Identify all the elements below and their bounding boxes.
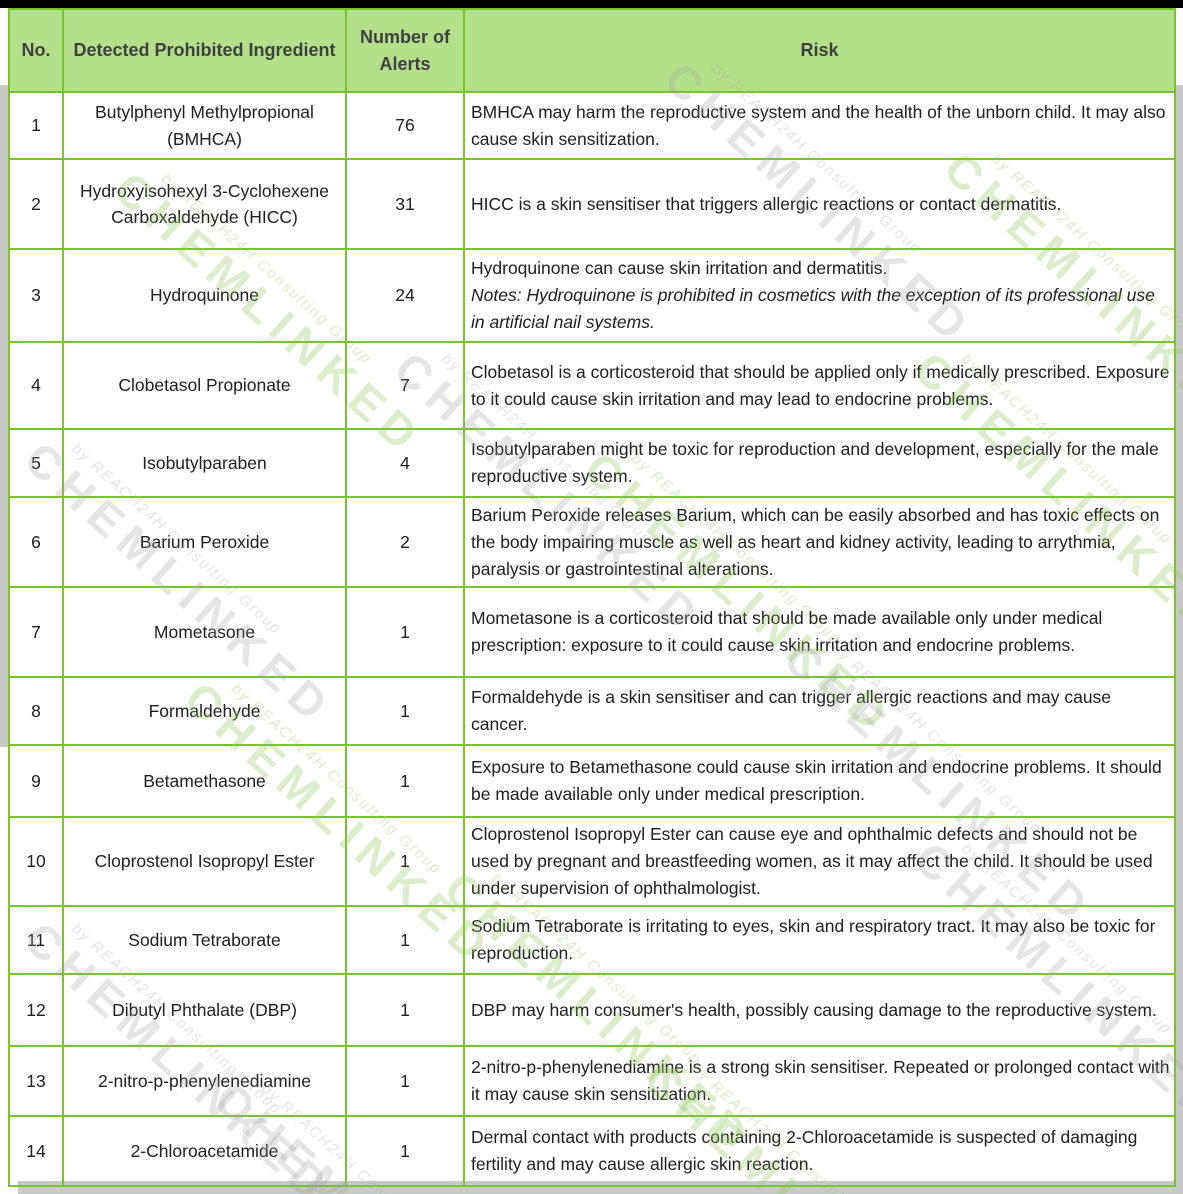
cell-risk: BMHCA may harm the reproductive system a… [463, 91, 1176, 160]
cell-risk: Sodium Tetraborate is irritating to eyes… [463, 905, 1176, 975]
cell-ingredient: Butylphenyl Methylpropional (BMHCA) [62, 91, 347, 160]
cell-no: 2 [8, 158, 64, 250]
risk-text: 2-nitro-p-phenylenediamine is a strong s… [471, 1057, 1170, 1104]
cell-ingredient: Clobetasol Propionate [62, 341, 347, 430]
risk-text: Mometasone is a corticosteroid that shou… [471, 608, 1103, 655]
table-row: 1 Butylphenyl Methylpropional (BMHCA) 76 BM… [8, 91, 1176, 160]
cell-no: 3 [8, 248, 64, 343]
cell-ingredient: Hydroxyisohexyl 3-Cyclohexene Carboxalde… [62, 158, 347, 250]
cell-alerts: 2 [345, 496, 465, 588]
cell-alerts: 76 [345, 91, 465, 160]
column-header-risk: Risk [463, 8, 1176, 93]
table-row: 9 Betamethasone 1 Exposure to Betamethasone… [8, 744, 1176, 818]
table-row: 7 Mometasone 1 Mometasone is a corticostero… [8, 586, 1176, 678]
cell-alerts: 4 [345, 428, 465, 498]
cell-no: 13 [8, 1045, 64, 1117]
cell-ingredient: Mometasone [62, 586, 347, 678]
cell-alerts: 1 [345, 1045, 465, 1117]
cell-no: 11 [8, 905, 64, 975]
right-shadow-strip [1175, 85, 1183, 1194]
table-row: 5 Isobutylparaben 4 Isobutylparaben might b… [8, 428, 1176, 498]
cell-alerts: 1 [345, 676, 465, 746]
cell-risk: 2-nitro-p-phenylenediamine is a strong s… [463, 1045, 1176, 1117]
cell-risk: HICC is a skin sensitiser that triggers … [463, 158, 1176, 250]
cell-alerts: 7 [345, 341, 465, 430]
column-header-no: No. [8, 8, 64, 93]
top-black-bar [0, 0, 1183, 8]
cell-alerts: 1 [345, 744, 465, 818]
risk-text: HICC is a skin sensitiser that triggers … [471, 193, 1062, 214]
cell-ingredient: Isobutylparaben [62, 428, 347, 498]
table-row: 12 Dibutyl Phthalate (DBP) 1 DBP may harm c… [8, 973, 1176, 1047]
cell-risk: Dermal contact with products containing … [463, 1115, 1176, 1187]
cell-risk: Mometasone is a corticosteroid that shou… [463, 586, 1176, 678]
cell-ingredient: Dibutyl Phthalate (DBP) [62, 973, 347, 1047]
risk-text: DBP may harm consumer's health, possibly… [471, 999, 1157, 1020]
cell-no: 12 [8, 973, 64, 1047]
table-row: 11 Sodium Tetraborate 1 Sodium Tetraborate … [8, 905, 1176, 975]
risk-text: Exposure to Betamethasone could cause sk… [471, 757, 1162, 804]
risk-text: Dermal contact with products containing … [471, 1127, 1138, 1174]
table-row: 2 Hydroxyisohexyl 3-Cyclohexene Carboxald… [8, 158, 1176, 250]
cell-no: 14 [8, 1115, 64, 1187]
cell-alerts: 31 [345, 158, 465, 250]
risk-text: Cloprostenol Isopropyl Ester can cause e… [471, 824, 1153, 898]
cell-ingredient: Hydroquinone [62, 248, 347, 343]
risk-text: Sodium Tetraborate is irritating to eyes… [471, 916, 1156, 963]
table-body: 1 Butylphenyl Methylpropional (BMHCA) 76 BM… [8, 91, 1176, 1187]
cell-ingredient: 2-Chloroacetamide [62, 1115, 347, 1187]
cell-alerts: 1 [345, 586, 465, 678]
table-row: 4 Clobetasol Propionate 7 Clobetasol is a c… [8, 341, 1176, 430]
header-row: No. Detected Prohibited Ingredient Numbe… [8, 8, 1176, 93]
cell-risk: Isobutylparaben might be toxic for repro… [463, 428, 1176, 498]
cell-risk: Barium Peroxide releases Barium, which c… [463, 496, 1176, 588]
table-row: 8 Formaldehyde 1 Formaldehyde is a skin sen… [8, 676, 1176, 746]
cell-risk: DBP may harm consumer's health, possibly… [463, 973, 1176, 1047]
cell-no: 10 [8, 816, 64, 907]
cell-ingredient: Betamethasone [62, 744, 347, 818]
cell-no: 7 [8, 586, 64, 678]
cell-ingredient: Formaldehyde [62, 676, 347, 746]
cell-ingredient: 2-nitro-p-phenylenediamine [62, 1045, 347, 1117]
table-row: 14 2-Chloroacetamide 1 Dermal contact with … [8, 1115, 1176, 1187]
cell-risk: Exposure to Betamethasone could cause sk… [463, 744, 1176, 818]
table-row: 6 Barium Peroxide 2 Barium Peroxide release… [8, 496, 1176, 588]
cell-ingredient: Barium Peroxide [62, 496, 347, 588]
cell-no: 1 [8, 91, 64, 160]
table-row: 13 2-nitro-p-phenylenediamine 1 2-nitro-p-p… [8, 1045, 1176, 1117]
cell-ingredient: Sodium Tetraborate [62, 905, 347, 975]
table-row: 10 Cloprostenol Isopropyl Ester 1 Cloproste… [8, 816, 1176, 907]
cell-alerts: 1 [345, 905, 465, 975]
cell-no: 5 [8, 428, 64, 498]
column-header-alerts: Number of Alerts [345, 8, 465, 93]
risk-text: Isobutylparaben might be toxic for repro… [471, 439, 1159, 486]
risk-text: Formaldehyde is a skin sensitiser and ca… [471, 687, 1112, 734]
cell-no: 8 [8, 676, 64, 746]
cell-risk: Hydroquinone can cause skin irritation a… [463, 248, 1176, 343]
cell-alerts: 24 [345, 248, 465, 343]
cell-risk: Formaldehyde is a skin sensitiser and ca… [463, 676, 1176, 746]
cell-risk: Cloprostenol Isopropyl Ester can cause e… [463, 816, 1176, 907]
table-row: 3 Hydroquinone 24 Hydroquinone can cause sk… [8, 248, 1176, 343]
cell-risk: Clobetasol is a corticosteroid that shou… [463, 341, 1176, 430]
cell-alerts: 1 [345, 973, 465, 1047]
risk-text: Clobetasol is a corticosteroid that shou… [471, 361, 1170, 409]
cell-alerts: 1 [345, 816, 465, 907]
risk-note-text: Notes: Hydroquinone is prohibited in cos… [471, 285, 1155, 332]
prohibited-ingredients-table: No. Detected Prohibited Ingredient Numbe… [8, 8, 1176, 1187]
risk-text: Hydroquinone can cause skin irritation a… [471, 258, 888, 278]
cell-no: 9 [8, 744, 64, 818]
column-header-ingredient: Detected Prohibited Ingredient [62, 8, 347, 93]
cell-alerts: 1 [345, 1115, 465, 1187]
left-shadow-strip [0, 85, 9, 747]
cell-no: 6 [8, 496, 64, 588]
risk-text: BMHCA may harm the reproductive system a… [471, 101, 1166, 149]
cell-ingredient: Cloprostenol Isopropyl Ester [62, 816, 347, 907]
risk-text: Barium Peroxide releases Barium, which c… [471, 504, 1160, 579]
cell-no: 4 [8, 341, 64, 430]
